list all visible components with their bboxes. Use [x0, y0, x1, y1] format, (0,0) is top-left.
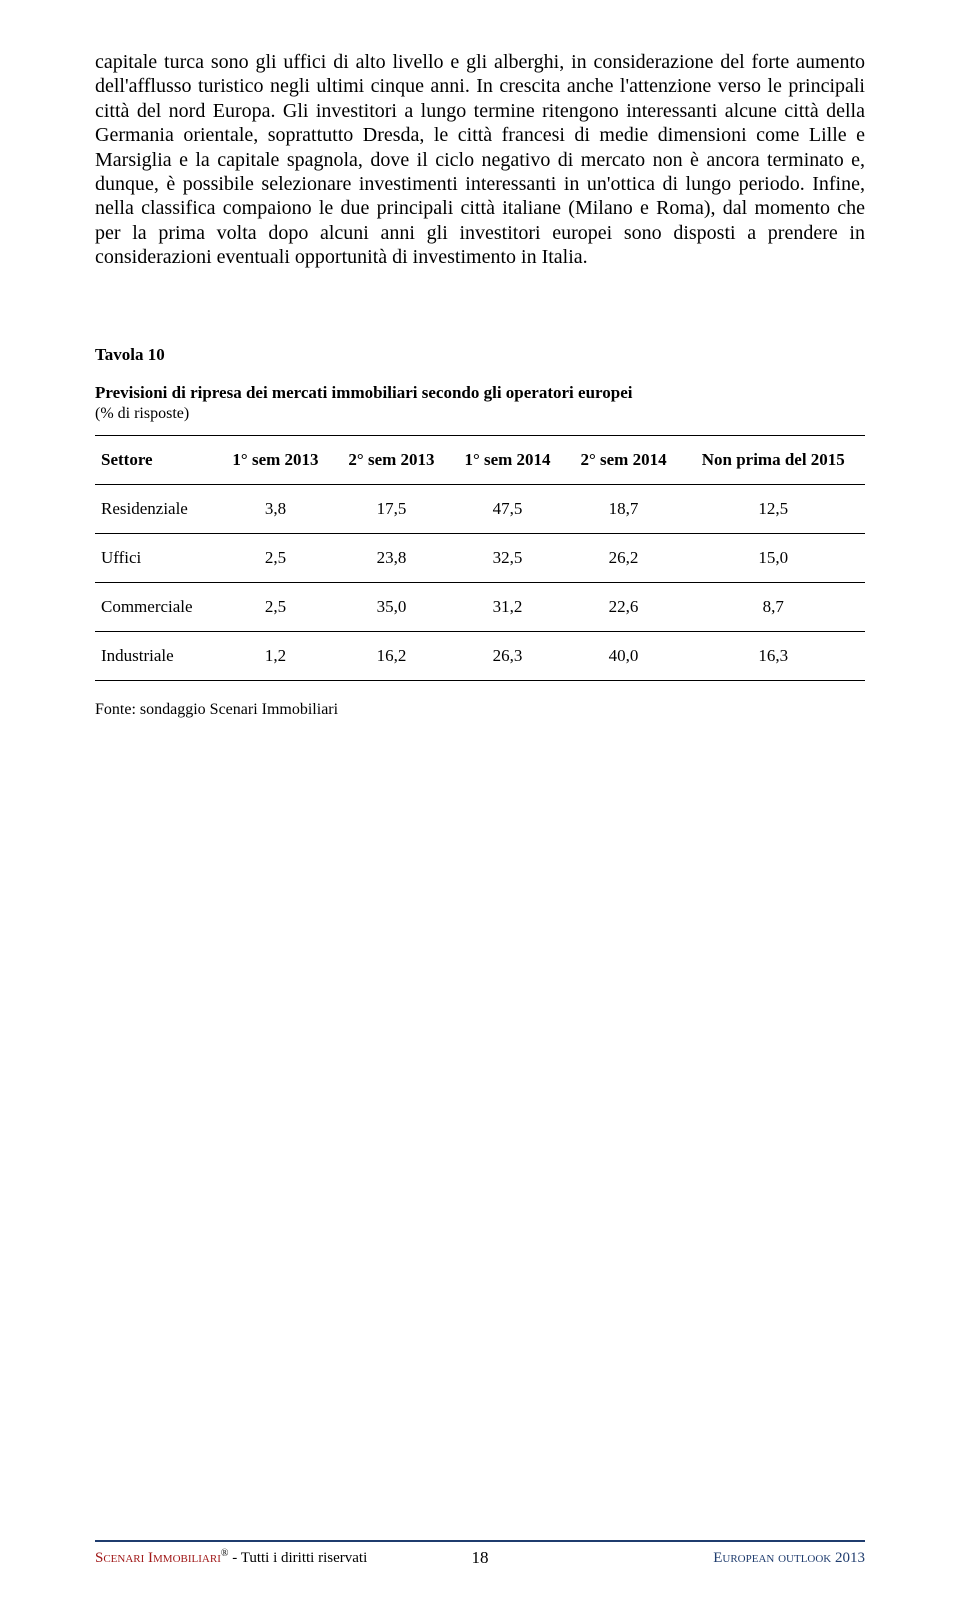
cell: Commerciale — [95, 582, 217, 631]
cell: 16,3 — [682, 631, 865, 680]
table-title: Previsioni di ripresa dei mercati immobi… — [95, 383, 865, 403]
cell: 2,5 — [217, 533, 333, 582]
cell: Industriale — [95, 631, 217, 680]
cell: 17,5 — [333, 484, 449, 533]
col-header: 1° sem 2014 — [450, 435, 566, 484]
table-row: Residenziale 3,8 17,5 47,5 18,7 12,5 — [95, 484, 865, 533]
table-row: Industriale 1,2 16,2 26,3 40,0 16,3 — [95, 631, 865, 680]
col-header: Non prima del 2015 — [682, 435, 865, 484]
page-footer: Scenari Immobiliari® - Tutti i diritti r… — [95, 1540, 865, 1567]
cell: 12,5 — [682, 484, 865, 533]
footer-rights: - Tutti i diritti riservati — [228, 1550, 367, 1566]
table-subtitle: (% di risposte) — [95, 405, 865, 423]
cell: 26,2 — [566, 533, 682, 582]
data-table: Settore 1° sem 2013 2° sem 2013 1° sem 2… — [95, 435, 865, 681]
cell: Uffici — [95, 533, 217, 582]
cell: 16,2 — [333, 631, 449, 680]
table-source: Fonte: sondaggio Scenari Immobiliari — [95, 701, 865, 719]
col-header: 1° sem 2013 — [217, 435, 333, 484]
cell: Residenziale — [95, 484, 217, 533]
table-row: Uffici 2,5 23,8 32,5 26,2 15,0 — [95, 533, 865, 582]
table-header-row: Settore 1° sem 2013 2° sem 2013 1° sem 2… — [95, 435, 865, 484]
cell: 35,0 — [333, 582, 449, 631]
col-header: Settore — [95, 435, 217, 484]
footer-right: European outlook 2013 — [713, 1550, 865, 1567]
cell: 3,8 — [217, 484, 333, 533]
cell: 26,3 — [450, 631, 566, 680]
body-paragraph: capitale turca sono gli uffici di alto l… — [95, 50, 865, 270]
cell: 8,7 — [682, 582, 865, 631]
footer-brand: Scenari Immobiliari — [95, 1550, 221, 1566]
cell: 2,5 — [217, 582, 333, 631]
cell: 32,5 — [450, 533, 566, 582]
table-caption: Tavola 10 — [95, 345, 865, 365]
col-header: 2° sem 2014 — [566, 435, 682, 484]
cell: 47,5 — [450, 484, 566, 533]
page-number: 18 — [472, 1548, 489, 1568]
footer-left: Scenari Immobiliari® - Tutti i diritti r… — [95, 1548, 367, 1567]
cell: 1,2 — [217, 631, 333, 680]
col-header: 2° sem 2013 — [333, 435, 449, 484]
footer-divider — [95, 1540, 865, 1542]
table-block: Tavola 10 Previsioni di ripresa dei merc… — [95, 345, 865, 719]
cell: 40,0 — [566, 631, 682, 680]
cell: 15,0 — [682, 533, 865, 582]
cell: 23,8 — [333, 533, 449, 582]
table-row: Commerciale 2,5 35,0 31,2 22,6 8,7 — [95, 582, 865, 631]
cell: 22,6 — [566, 582, 682, 631]
cell: 31,2 — [450, 582, 566, 631]
cell: 18,7 — [566, 484, 682, 533]
